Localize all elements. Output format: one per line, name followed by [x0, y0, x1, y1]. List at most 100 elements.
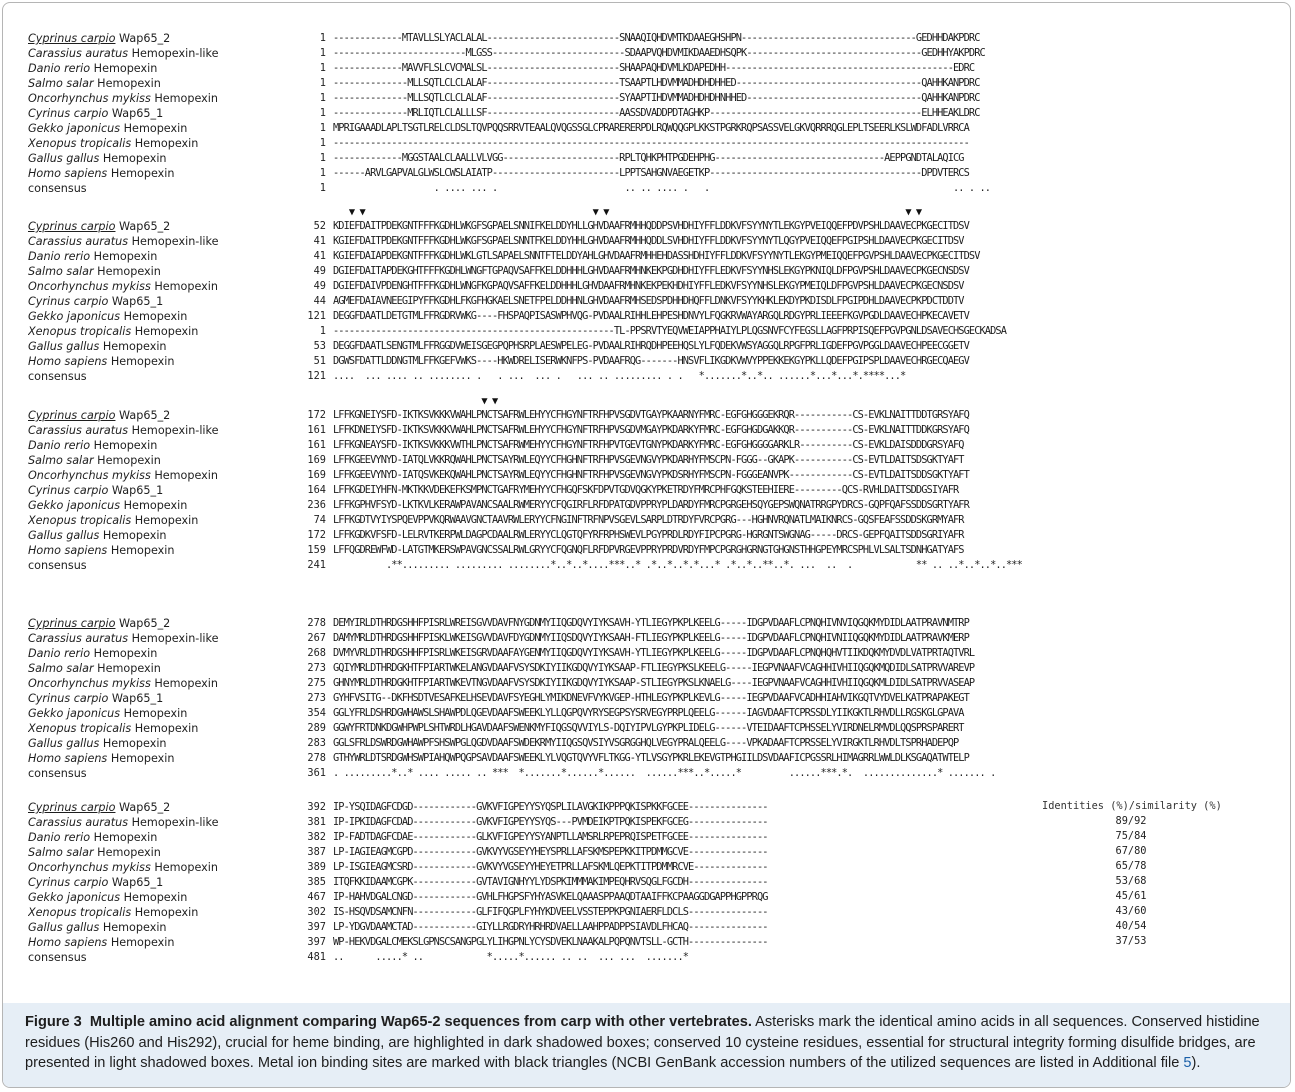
species-name: consensus — [28, 950, 300, 965]
amino-acid-sequence: LFFKGEEVYNYD-IATQSVKEKQWAHLPNCTSAYRWLEQY… — [333, 469, 970, 481]
amino-acid-sequence: IP-YSQIDAGFCDGD------------GVKVFIGPEYYSY… — [333, 801, 768, 813]
species-name: consensus — [28, 369, 300, 384]
amino-acid-sequence: GGLYFRLDSHRDGWHAWSLSHAWPDLQGEVDAAFSWEEKL… — [333, 707, 965, 719]
alignment-row: Carassius auratus Hemopexin-like 267 DAMYM… — [28, 631, 1290, 646]
residue-position: 397 — [307, 936, 326, 948]
residue-position: 41 — [313, 250, 326, 262]
alignment-row: Cyprinus carpio Wap65_2 1 -------------MTA… — [28, 31, 1290, 46]
alignment-row: consensus 361 . .........*..* .... ..... .… — [28, 766, 1290, 781]
species-name: Cyrinus carpio Wap65_1 — [28, 106, 300, 121]
residue-position: 283 — [307, 737, 326, 749]
amino-acid-sequence: LFFKDNEIYSFD-IKTKSVKKKVWAHLPNCTSAFRWLEHY… — [333, 424, 970, 436]
residue-position: 1 — [319, 325, 326, 337]
alignment-row: Oncorhynchus mykiss Hemopexin 169 LFFKGEEV… — [28, 468, 1290, 483]
alignment-block: Cyprinus carpio Wap65_2 1 -------------MTA… — [28, 31, 1290, 196]
species-label: Wap65_2 — [115, 32, 171, 45]
species-label: Hemopexin — [120, 499, 188, 512]
residue-position: 278 — [307, 752, 326, 764]
residue-position: 381 — [307, 816, 326, 828]
species-label: Wap65_2 — [115, 409, 171, 422]
amino-acid-sequence: IS-HSQVDSAMCNFN------------GLFIFQGPLFYHY… — [333, 906, 768, 918]
additional-file-link[interactable]: 5 — [1183, 1055, 1192, 1071]
residue-position: 161 — [307, 424, 326, 436]
species-label: Hemopexin — [131, 906, 199, 919]
species-genus: Cyrinus carpio — [28, 107, 109, 120]
amino-acid-sequence: DGIEFDAIVPDENGHTFFFKGDHLWNGFKGPAQVSAFFKE… — [333, 280, 965, 292]
species-name: Xenopus tropicalis Hemopexin — [28, 324, 300, 339]
species-name: Xenopus tropicalis Hemopexin — [28, 905, 300, 920]
amino-acid-sequence: ----------------------------------------… — [333, 137, 970, 149]
identity-value: 37/53 — [1115, 935, 1147, 947]
species-label: Hemopexin — [93, 265, 161, 278]
alignment-row: consensus 1 . .... ... . .. .. .... . . .… — [28, 181, 1290, 196]
species-label: Hemopexin — [120, 122, 188, 135]
species-name: Xenopus tropicalis Hemopexin — [28, 513, 300, 528]
species-genus: Gallus gallus — [28, 921, 100, 934]
species-genus: Homo sapiens — [28, 355, 108, 368]
alignment-row: Danio rerio Hemopexin 268 DVMYVRLDTHRDGSHH… — [28, 646, 1290, 661]
alignment-row: Oncorhynchus mykiss Hemopexin 275 GHNYMRLD… — [28, 676, 1290, 691]
residue-position: 49 — [313, 265, 326, 277]
species-label: Hemopexin — [107, 167, 175, 180]
residue-position: 385 — [307, 876, 326, 888]
alignment-row: Cyrinus carpio Wap65_1 273 GYHFVSITG--DKFH… — [28, 691, 1290, 706]
species-genus: Danio rerio — [28, 250, 91, 263]
species-genus: Cyprinus carpio — [28, 409, 116, 422]
species-genus: Xenopus tropicalis — [28, 325, 132, 338]
species-name: Carassius auratus Hemopexin-like — [28, 423, 300, 438]
consensus-line: .. .....* .. *.....*...... .. .. ... ...… — [333, 951, 689, 963]
alignment-row: Xenopus tropicalis Hemopexin 289 GGWYFRTDN… — [28, 721, 1290, 736]
residue-position: 1 — [319, 182, 326, 194]
species-name: Cyrinus carpio Wap65_1 — [28, 691, 300, 706]
consensus-line: . .........*..* .... ..... .. *** *.....… — [333, 767, 996, 779]
alignment-row: Cyprinus carpio Wap65_2 52 KDIEFDAITPDEKGN… — [28, 219, 1290, 234]
species-label: Wap65_1 — [108, 107, 164, 120]
residue-position: 51 — [313, 355, 326, 367]
species-label: Hemopexin — [131, 722, 199, 735]
alignment-row: Homo sapiens Hemopexin 51 DGWSFDATTLDDNGTM… — [28, 354, 1290, 369]
residue-position: 1 — [319, 47, 326, 59]
residue-position: 49 — [313, 280, 326, 292]
species-name: Salmo salar Hemopexin — [28, 845, 300, 860]
amino-acid-sequence: KGIEFDAIAPDEKGNTFFFKGDHLWKLGTLSAPAELSNNT… — [333, 250, 980, 262]
species-genus: Xenopus tropicalis — [28, 906, 132, 919]
species-label: Hemopexin — [99, 340, 167, 353]
amino-acid-sequence: GGWYFRTDNKDGWHPWPLSHTWRDLHGAVDAAFSWENKMY… — [333, 722, 965, 734]
residue-position: 467 — [307, 891, 326, 903]
amino-acid-sequence: DEMYIRLDTHRDGSHHFPISRLWREISGVVDAVFNYGDNM… — [333, 617, 970, 629]
species-name: Carassius auratus Hemopexin-like — [28, 631, 300, 646]
amino-acid-sequence: ------ARVLGAPVALGLWSLCWSLAIATP----------… — [333, 167, 970, 179]
species-genus: Cyprinus carpio — [28, 32, 116, 45]
amino-acid-sequence: ----------------------------------------… — [333, 325, 1007, 337]
species-name: Cyprinus carpio Wap65_2 — [28, 800, 300, 815]
alignment-row: Gekko japonicus Hemopexin 121 DEGGFDAATLDE… — [28, 309, 1290, 324]
species-label: Hemopexin — [107, 544, 175, 557]
species-label: Hemopexin — [120, 891, 188, 904]
residue-position: 278 — [307, 617, 326, 629]
species-genus: Cyrinus carpio — [28, 484, 109, 497]
alignment-block: Cyprinus carpio Wap65_2 392 IP-YSQIDAGFCDG… — [28, 800, 1290, 965]
species-name: Homo sapiens Hemopexin — [28, 166, 300, 181]
species-genus: Salmo salar — [28, 77, 94, 90]
alignment-row: Danio rerio Hemopexin 161 LFFKGNEAYSFD-IKT… — [28, 438, 1290, 453]
species-name: Homo sapiens Hemopexin — [28, 935, 300, 950]
species-name: Cyprinus carpio Wap65_2 — [28, 408, 300, 423]
species-genus: Homo sapiens — [28, 167, 108, 180]
species-name: Gekko japonicus Hemopexin — [28, 706, 300, 721]
alignment-row: Oncorhynchus mykiss Hemopexin 49 DGIEFDAIV… — [28, 279, 1290, 294]
identity-value: 75/84 — [1115, 830, 1147, 842]
alignment-row: Gallus gallus Hemopexin 397 LP-YDGVDAAMCTA… — [28, 920, 1290, 935]
alignment-row: Carassius auratus Hemopexin-like 1 -------… — [28, 46, 1290, 61]
alignment-row: Homo sapiens Hemopexin 397 WP-HEKVDGALCMEK… — [28, 935, 1290, 950]
alignment-block: Cyprinus carpio Wap65_2 278 DEMYIRLDTHRDGS… — [28, 616, 1290, 781]
species-label: Hemopexin — [150, 92, 218, 105]
species-name: Danio rerio Hemopexin — [28, 61, 300, 76]
amino-acid-sequence: KDIEFDAITPDEKGNTFFFKGDHLWKGFSGPAELSNNIFK… — [333, 220, 970, 232]
residue-position: 392 — [307, 801, 326, 813]
alignment-row: Salmo salar Hemopexin 1 --------------MLLS… — [28, 76, 1290, 91]
alignment-row: Cyprinus carpio Wap65_2 172 LFFKGNEIYSFD-I… — [28, 408, 1290, 423]
identity-value: 53/68 — [1115, 875, 1147, 887]
residue-position: 481 — [307, 951, 326, 963]
amino-acid-sequence: LFFKGNEIYSFD-IKTKSVKKKVWAHLPNCTSAFRWLEHY… — [333, 409, 970, 421]
species-name: Gekko japonicus Hemopexin — [28, 121, 300, 136]
